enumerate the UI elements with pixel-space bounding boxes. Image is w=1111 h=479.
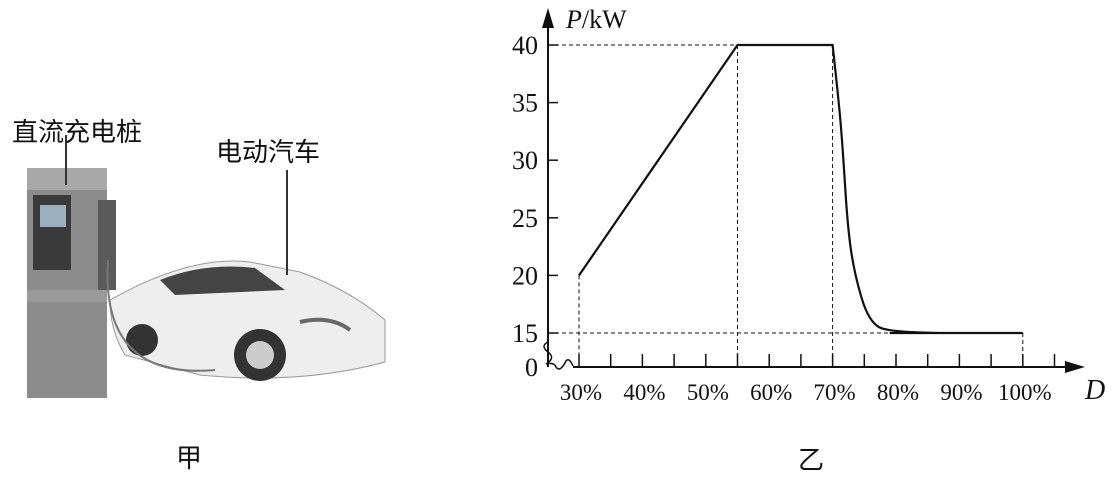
caption-a: 甲 [176,444,203,474]
y-tick-label: 35 [512,89,538,118]
x-tick-label: 40% [623,380,665,405]
y-tick-label: 20 [512,261,538,290]
caption-b: 乙 [798,446,825,476]
electric-car [106,170,386,381]
y-axis-label: P/kW [565,5,627,34]
x-tick-label: 90% [940,380,982,405]
charging-station [27,135,116,398]
x-axis-arrow [1065,361,1085,373]
car-label: 电动汽车 [216,138,321,168]
y-tick-label: 0 [525,353,538,382]
axis-break [543,341,574,370]
x-tick-label: 70% [814,380,856,405]
power-curve [578,43,1023,335]
x-tick-label: 60% [750,380,792,405]
y-tick-label: 25 [512,204,538,233]
x-tick-label: 30% [560,380,602,405]
x-tick-label: 50% [687,380,729,405]
y-tick-label: 40 [512,31,538,60]
x-axis-label: D [1084,375,1105,406]
y-tick-label: 15 [512,319,538,348]
y-axis-arrow [542,8,554,28]
x-tick-label: 100% [998,380,1052,405]
charging-photo [27,135,386,398]
y-tick-label: 30 [512,146,538,175]
station-label: 直流充电桩 [12,118,143,148]
x-tick-label: 80% [877,380,919,405]
